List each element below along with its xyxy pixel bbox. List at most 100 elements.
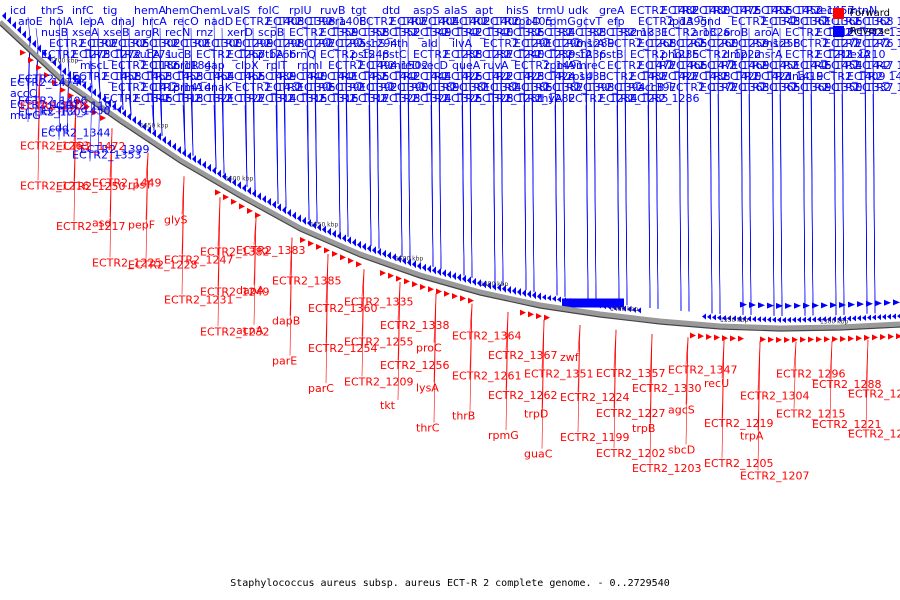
feature-label: thrB — [452, 410, 475, 423]
forward-feature-arrow — [760, 336, 766, 343]
reverse-feature-arrow — [702, 313, 706, 320]
feature-leader-line — [616, 104, 620, 305]
feature-label: tgt — [351, 4, 367, 17]
reverse-feature-arrow — [307, 219, 311, 228]
reverse-feature-arrow — [762, 316, 766, 323]
feature-label: ECTR2_1454 — [793, 59, 863, 72]
feature-leader-line — [128, 93, 132, 116]
reverse-feature-arrow — [137, 119, 141, 128]
feature-label: ECTR2_1394 — [576, 81, 646, 94]
forward-feature-arrow — [324, 247, 330, 254]
forward-feature-arrow — [247, 207, 253, 214]
backbone-arc — [0, 20, 900, 331]
reverse-feature-arrow — [67, 70, 71, 79]
feature-label: ruvB — [320, 4, 346, 17]
reverse-feature-arrow — [758, 302, 765, 309]
reverse-feature-arrow — [357, 240, 361, 249]
feature-label: ECTR2_1324 — [382, 92, 452, 105]
feature-leader-line — [325, 254, 329, 384]
feature-label: hisS — [506, 4, 529, 17]
forward-feature-arrow — [44, 72, 50, 79]
reverse-feature-arrow — [892, 313, 896, 320]
reverse-feature-arrow — [552, 295, 556, 302]
reverse-feature-arrow — [887, 313, 891, 320]
feature-label: ECTR2_1205 — [704, 457, 774, 470]
reverse-feature-arrow — [12, 21, 16, 30]
feature-leader-line — [757, 341, 761, 471]
feature-label: thrC — [416, 422, 440, 435]
feature-label: ECTR2_1431 — [235, 81, 305, 94]
reverse-feature-arrow — [247, 186, 251, 195]
reverse-feature-arrow — [622, 305, 626, 312]
feature-label: greA — [599, 4, 625, 17]
reverse-feature-arrow — [837, 316, 841, 323]
feature-label: proC — [416, 342, 442, 355]
feature-leader-line — [253, 217, 257, 325]
reverse-feature-arrow — [776, 302, 783, 309]
reverse-feature-arrow — [342, 234, 346, 243]
reverse-feature-arrow — [232, 178, 236, 187]
feature-label: ECTR2_1437 — [599, 70, 669, 83]
reverse-feature-arrow — [872, 314, 876, 321]
forward-feature-arrow — [792, 336, 798, 343]
feature-leader-line — [593, 93, 597, 302]
feature-label: ECTR2_1315 — [258, 92, 328, 105]
reverse-feature-arrow — [147, 126, 151, 134]
feature-label: ECTR2_1357 — [596, 367, 666, 380]
feature-label: ECTR2_1359 — [289, 26, 359, 39]
reverse-feature-arrow — [772, 316, 776, 323]
feature-leader-line — [685, 337, 689, 445]
feature-leader-line — [35, 27, 39, 46]
feature-label: ECTR2_1224 — [560, 391, 630, 404]
feature-label: aroC — [692, 26, 718, 39]
feature-label: ECTR2_1286 — [630, 92, 700, 105]
reverse-feature-arrow — [327, 227, 331, 236]
reverse-feature-arrow — [487, 281, 491, 290]
forward-feature-arrow — [768, 336, 774, 343]
tick-label: 1650 kbp — [140, 122, 168, 129]
feature-label: era — [328, 15, 346, 28]
reverse-feature-arrow — [32, 39, 36, 48]
tick-label: 1350 kbp — [720, 317, 748, 324]
feature-leader-line — [647, 104, 651, 308]
forward-feature-arrow — [460, 295, 466, 302]
feature-label: ECTR2_1463 — [103, 70, 173, 83]
feature-leader-line — [397, 281, 401, 401]
feature-leader-line — [190, 93, 194, 156]
feature-label: ECTR2_1426 — [413, 70, 483, 83]
reverse-feature-arrow — [132, 116, 136, 124]
feature-label: ECTR2_1369 — [762, 81, 832, 94]
reverse-feature-arrow — [794, 302, 801, 309]
feature-label: glyS — [164, 213, 188, 226]
feature-label: ECTR2_1444 — [382, 70, 452, 83]
reverse-feature-arrow — [749, 301, 756, 308]
feature-label: dapA — [236, 284, 265, 297]
feature-label: rnz — [196, 26, 213, 39]
feature-leader-line — [289, 237, 293, 356]
feature-label: ECTR2_1331 — [599, 26, 669, 39]
feature-leader-line — [337, 104, 341, 234]
reverse-feature-arrow — [832, 316, 836, 323]
feature-label: ECTR2_1210 — [816, 48, 886, 61]
feature-label: ECTR2_1332 — [568, 26, 638, 39]
feature-label: ECTR2_1272 — [72, 48, 142, 61]
feature-label: ECTR2_1290 — [514, 37, 584, 50]
reverse-feature-arrow — [322, 225, 326, 234]
feature-label: rpmA — [545, 59, 575, 72]
feature-label: ECTR2_1458 — [72, 70, 142, 83]
reverse-feature-arrow — [857, 315, 861, 322]
feature-label: ECTR2_1408 — [297, 15, 367, 28]
feature-label: ipdA — [669, 15, 694, 28]
reverse-feature-arrow — [742, 315, 746, 322]
feature-leader-line — [793, 341, 797, 409]
feature-label: mreD — [390, 59, 420, 72]
reverse-feature-arrow — [112, 102, 116, 111]
reverse-feature-arrow — [737, 315, 741, 322]
feature-label: ECTR2_1361 — [762, 15, 832, 28]
feature-label: ECTR2_1400 — [452, 15, 522, 28]
feature-label: ECTR2_1360 — [308, 302, 378, 315]
feature-label: ECTR2_1211 — [785, 48, 855, 61]
reverse-feature-arrow — [237, 181, 241, 190]
reverse-feature-arrow — [462, 274, 466, 283]
forward-feature-arrow — [880, 334, 886, 340]
